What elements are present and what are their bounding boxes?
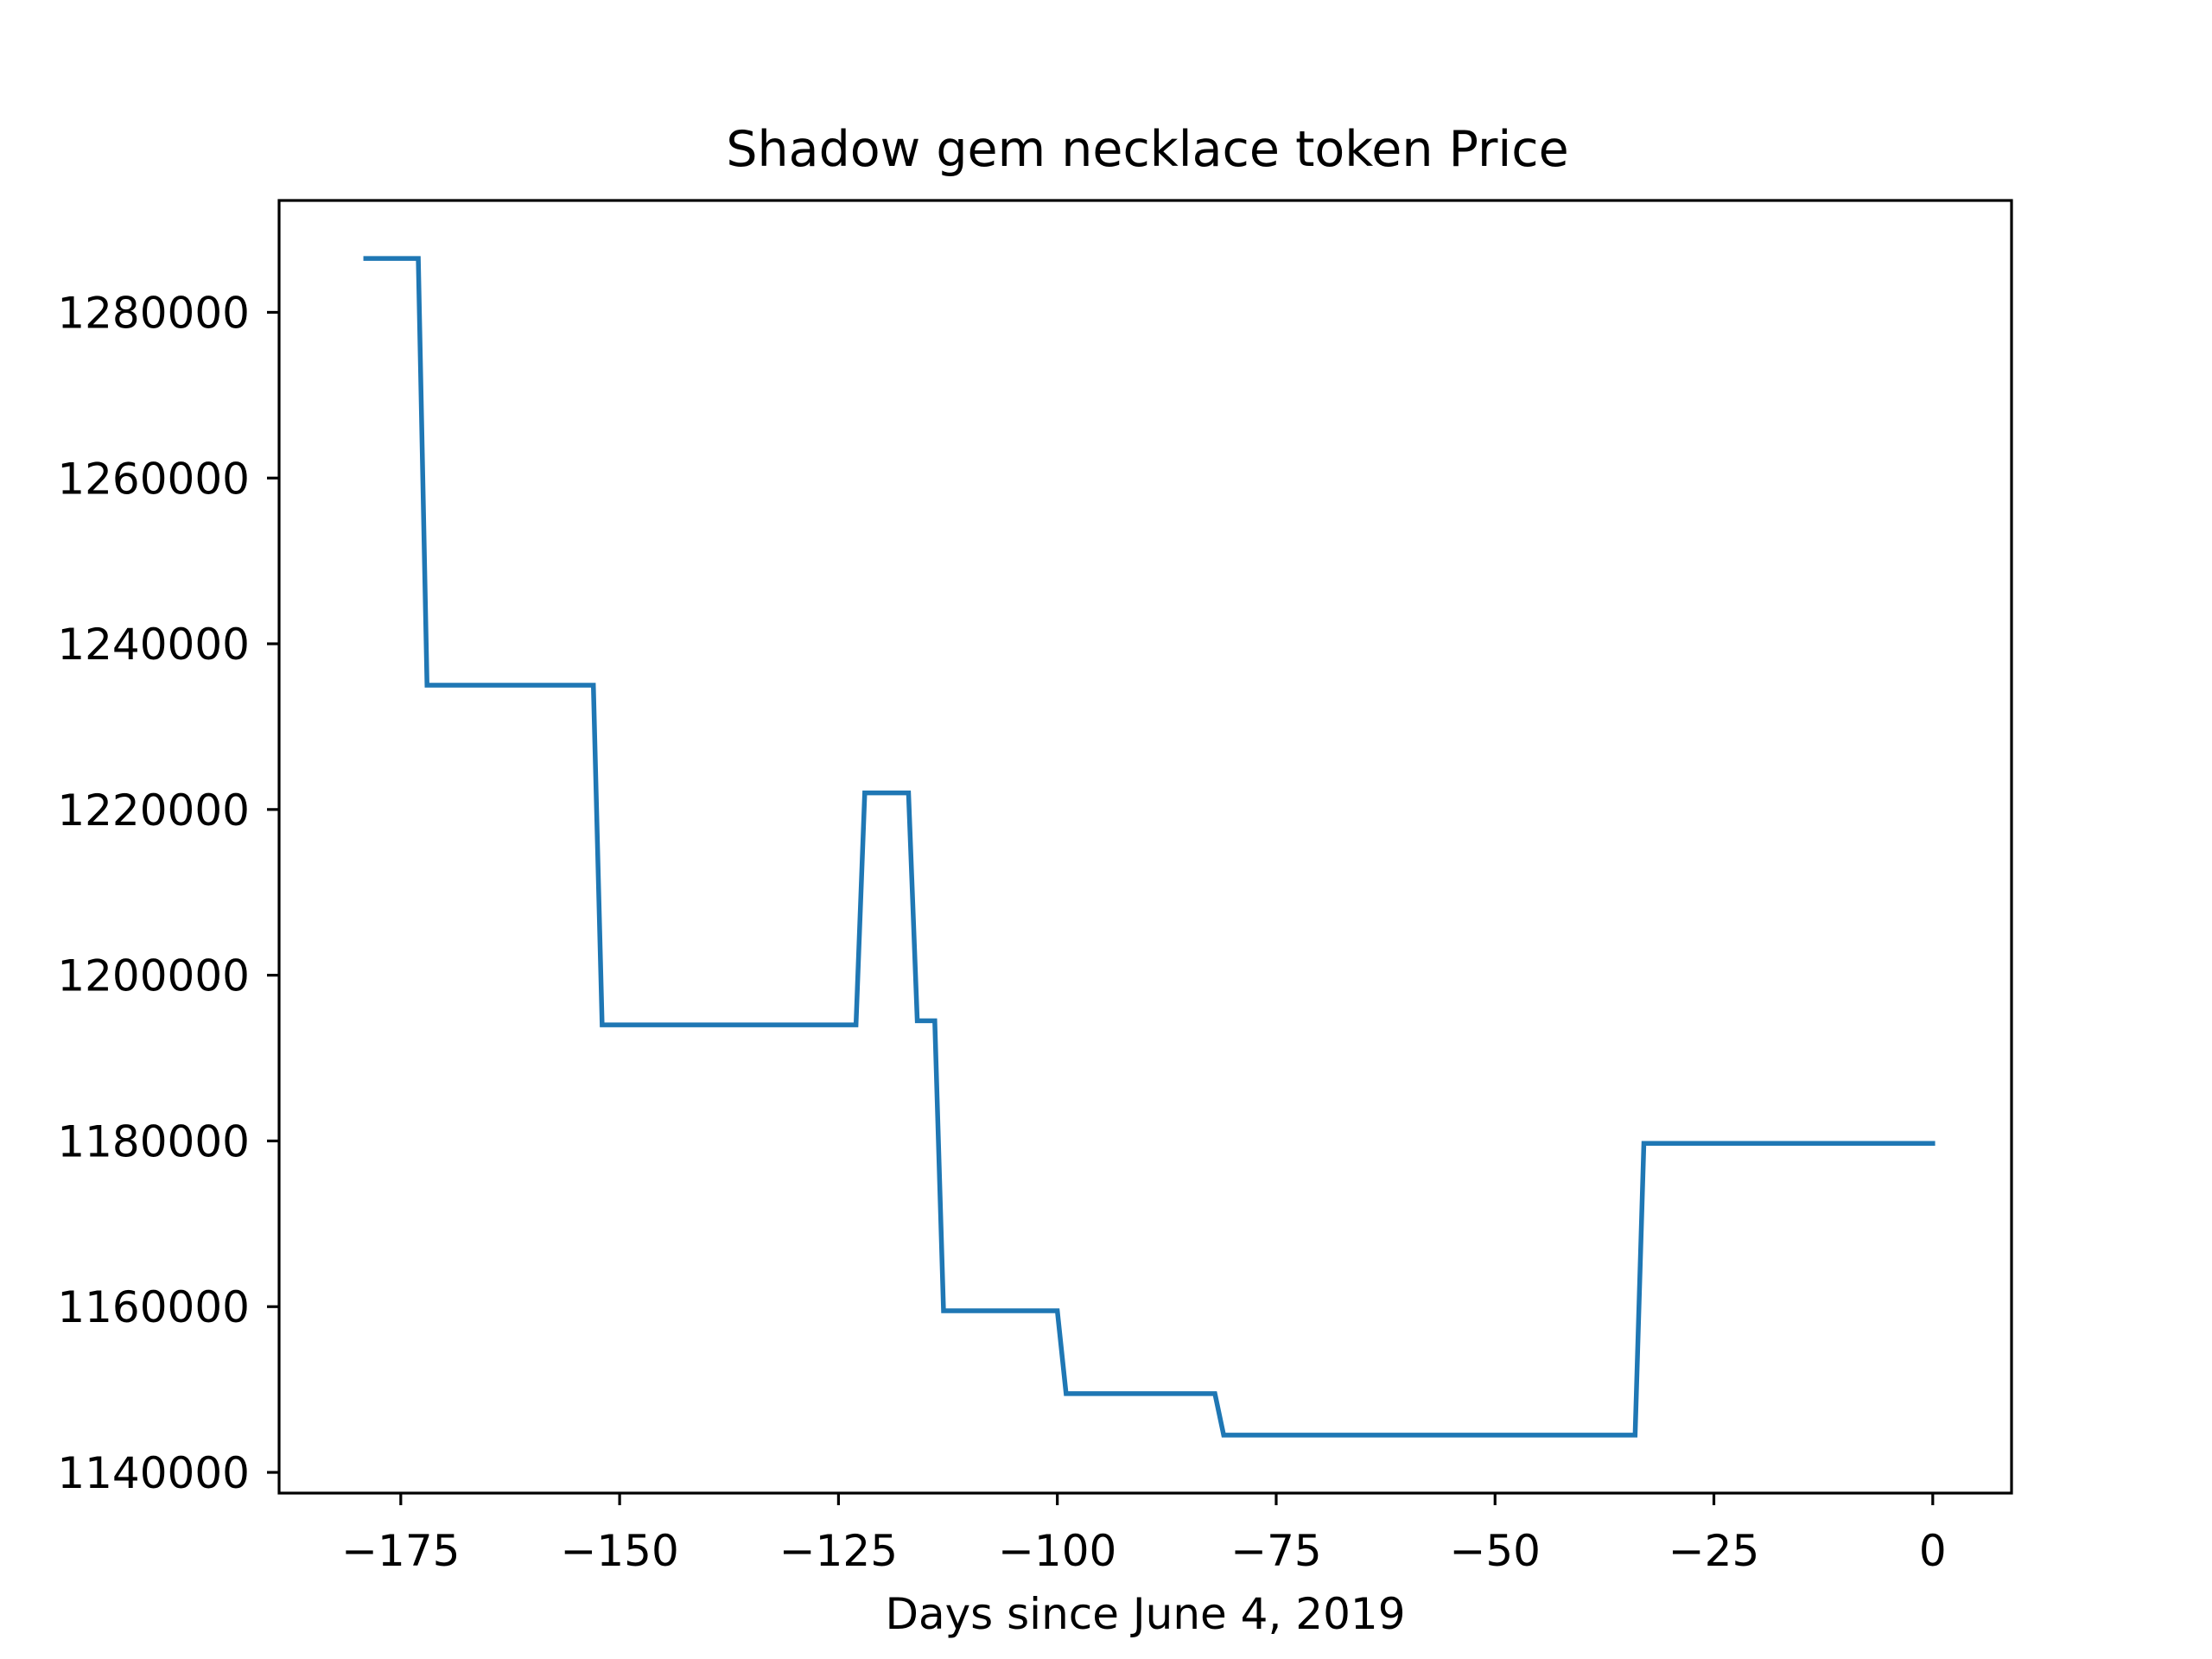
y-tick-label: 1180000	[57, 1116, 250, 1166]
plot-frame	[277, 199, 2013, 1495]
series-layer	[363, 256, 1936, 1438]
x-tick-label: 0	[1919, 1526, 1947, 1576]
y-tick-label: 1280000	[57, 288, 250, 338]
x-tick-label: −25	[1669, 1526, 1760, 1576]
x-tick-label: −175	[341, 1526, 460, 1576]
x-tick-label: −75	[1230, 1526, 1322, 1576]
y-tick-label: 1140000	[57, 1448, 250, 1498]
y-tick-label: 1220000	[57, 785, 250, 836]
x-tick-label: −125	[779, 1526, 898, 1576]
x-axis: −175 −150 −125 −100 −75 −50 −25 0	[341, 1493, 1947, 1576]
chart-title: Shadow gem necklace token Price	[726, 121, 1568, 178]
y-axis: 1140000 1160000 1180000 1200000 1220000 12400…	[57, 288, 279, 1498]
x-tick-label: −150	[560, 1526, 678, 1576]
x-tick-label: −50	[1449, 1526, 1541, 1576]
y-tick-label: 1160000	[57, 1282, 250, 1332]
x-tick-label: −100	[998, 1526, 1116, 1576]
x-axis-label: Days since June 4, 2019	[885, 1589, 1405, 1639]
series-line-0	[363, 256, 1936, 1438]
y-tick-label: 1200000	[57, 951, 250, 1001]
y-tick-label: 1240000	[57, 620, 250, 670]
y-tick-label: 1260000	[57, 454, 250, 504]
